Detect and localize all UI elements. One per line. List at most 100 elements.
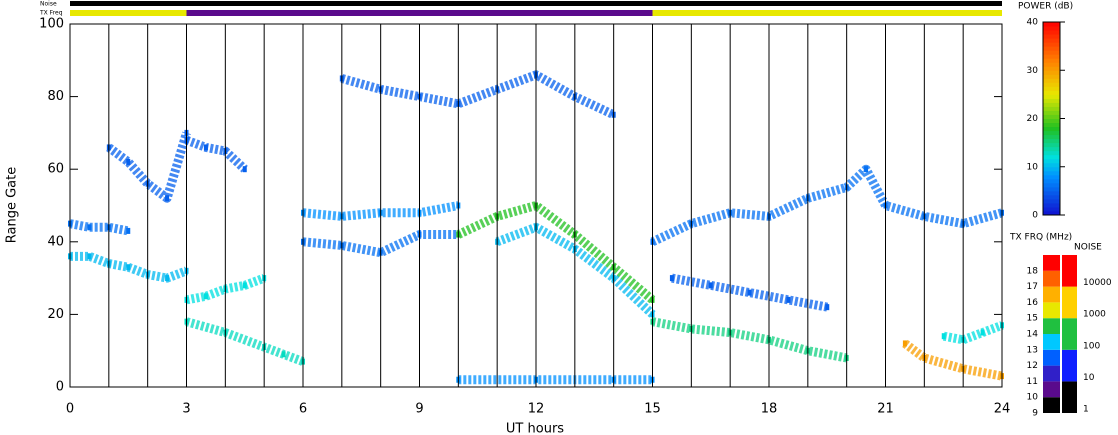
power-colorbar-cell: [1043, 65, 1060, 71]
echo-cell: [864, 166, 869, 173]
txfreq-bar: [70, 10, 187, 16]
power-colorbar-cell: [1043, 166, 1060, 172]
power-colorbar-cell: [1043, 170, 1060, 176]
noise-colorbar-cell: [1062, 381, 1077, 413]
echo-trace: [942, 321, 1004, 345]
power-colorbar-cell: [1043, 206, 1060, 212]
txfreq-colorbar-cell: [1043, 334, 1060, 350]
echo-trace: [651, 317, 848, 363]
power-colorbar-cell: [1043, 37, 1060, 43]
echo-cell: [87, 224, 92, 231]
txfreq-colorbar-cell: [1043, 255, 1060, 271]
txfreq-tick-label: 13: [1027, 345, 1038, 355]
echo-cell: [669, 275, 674, 282]
power-colorbar-cell: [1043, 154, 1060, 160]
power-colorbar-cell: [1043, 162, 1060, 168]
power-colorbar-cell: [1043, 33, 1060, 39]
txfreq-colorbar-cell: [1043, 365, 1060, 382]
power-colorbar-cell: [1043, 109, 1060, 115]
x-tick-label: 9: [415, 402, 423, 417]
power-colorbar-cell: [1043, 105, 1060, 111]
power-colorbar-cell: [1043, 146, 1060, 152]
power-colorbar-cell: [1043, 73, 1060, 79]
noise-colorbar-cell: [1062, 286, 1077, 319]
power-tick-label: 0: [1032, 211, 1038, 221]
power-colorbar-cell: [1043, 186, 1060, 192]
power-colorbar-cell: [1043, 29, 1060, 35]
txfreq-title: TX FRQ (MHz): [1009, 233, 1072, 243]
power-colorbar-cell: [1043, 122, 1060, 128]
x-tick-label: 12: [528, 402, 545, 417]
echo-cell: [203, 144, 208, 151]
txfreq-label: TX Freq: [39, 10, 63, 17]
noise-colorbar-cell: [1062, 318, 1077, 350]
power-colorbar-cell: [1043, 174, 1060, 180]
power-colorbar-cell: [1043, 97, 1060, 103]
power-tick-label: 30: [1027, 66, 1039, 76]
power-colorbar-cell: [1043, 113, 1060, 119]
echo-trace: [106, 131, 191, 203]
echo-cell: [203, 293, 208, 300]
echo-trace: [340, 70, 616, 119]
power-colorbar-cell: [1043, 182, 1060, 188]
y-tick-label: 60: [47, 162, 64, 177]
echo-cell: [165, 195, 170, 202]
noise-title: NOISE: [1074, 243, 1102, 253]
x-tick-label: 24: [994, 402, 1011, 417]
power-colorbar-cell: [1043, 69, 1060, 75]
txfreq-tick-label: 10: [1027, 393, 1039, 403]
echo-cell: [242, 282, 247, 289]
noise-colorbar-cell: [1062, 349, 1077, 382]
power-colorbar-cell: [1043, 138, 1060, 144]
power-colorbar-cell: [1043, 53, 1060, 59]
echo-cell: [825, 304, 830, 311]
x-tick-label: 15: [644, 402, 661, 417]
echo-trace: [650, 164, 1004, 246]
x-tick-label: 21: [877, 402, 894, 417]
noise-bar: [70, 1, 1002, 6]
power-colorbar-cell: [1043, 77, 1060, 83]
y-tick-label: 80: [47, 89, 64, 104]
power-colorbar-cell: [1043, 25, 1060, 31]
txfreq-colorbar-cell: [1043, 270, 1060, 287]
echo-cell: [747, 289, 752, 296]
txfreq-tick-label: 16: [1027, 298, 1039, 308]
echo-cell: [708, 282, 713, 289]
echo-cell: [941, 333, 946, 340]
noise-colorbar-cell: [1062, 255, 1077, 287]
txfreq-tick-label: 11: [1027, 377, 1038, 387]
power-colorbar-cell: [1043, 134, 1060, 140]
power-title: POWER (dB): [1018, 2, 1073, 12]
x-tick-label: 0: [66, 402, 74, 417]
txfreq-tick-label: 15: [1027, 314, 1038, 324]
echo-cell: [126, 264, 131, 271]
txfreq-colorbar-cell: [1043, 286, 1060, 303]
txfreq-tick-label: 9: [1032, 409, 1038, 419]
txfreq-colorbar-cell: [1043, 318, 1060, 334]
power-colorbar-cell: [1043, 93, 1060, 99]
power-colorbar-cell: [1043, 85, 1060, 91]
echo-cell: [126, 227, 131, 234]
power-colorbar-cell: [1043, 126, 1060, 132]
x-tick-label: 6: [299, 402, 307, 417]
txfreq-colorbar-cell: [1043, 381, 1060, 398]
txfreq-colorbar-cell: [1043, 397, 1060, 413]
txfreq-colorbar-cell: [1043, 302, 1060, 319]
power-colorbar-cell: [1043, 118, 1060, 124]
y-tick-label: 0: [56, 380, 64, 395]
txfreq-colorbar-cell: [1043, 349, 1060, 366]
echo-cell: [242, 166, 247, 173]
power-colorbar-cell: [1043, 41, 1060, 47]
echo-trace: [302, 201, 460, 221]
echo-cell: [126, 158, 131, 165]
noise-tick-label: 10000: [1083, 278, 1112, 288]
power-colorbar-cell: [1043, 101, 1060, 107]
noise-tick-label: 1: [1083, 405, 1089, 415]
power-tick-label: 10: [1027, 162, 1039, 172]
txfreq-tick-label: 14: [1027, 330, 1039, 340]
noise-tick-label: 10: [1083, 373, 1095, 383]
txfreq-tick-label: 12: [1027, 361, 1038, 371]
power-colorbar-cell: [1043, 49, 1060, 55]
y-axis-label: Range Gate: [5, 167, 20, 243]
